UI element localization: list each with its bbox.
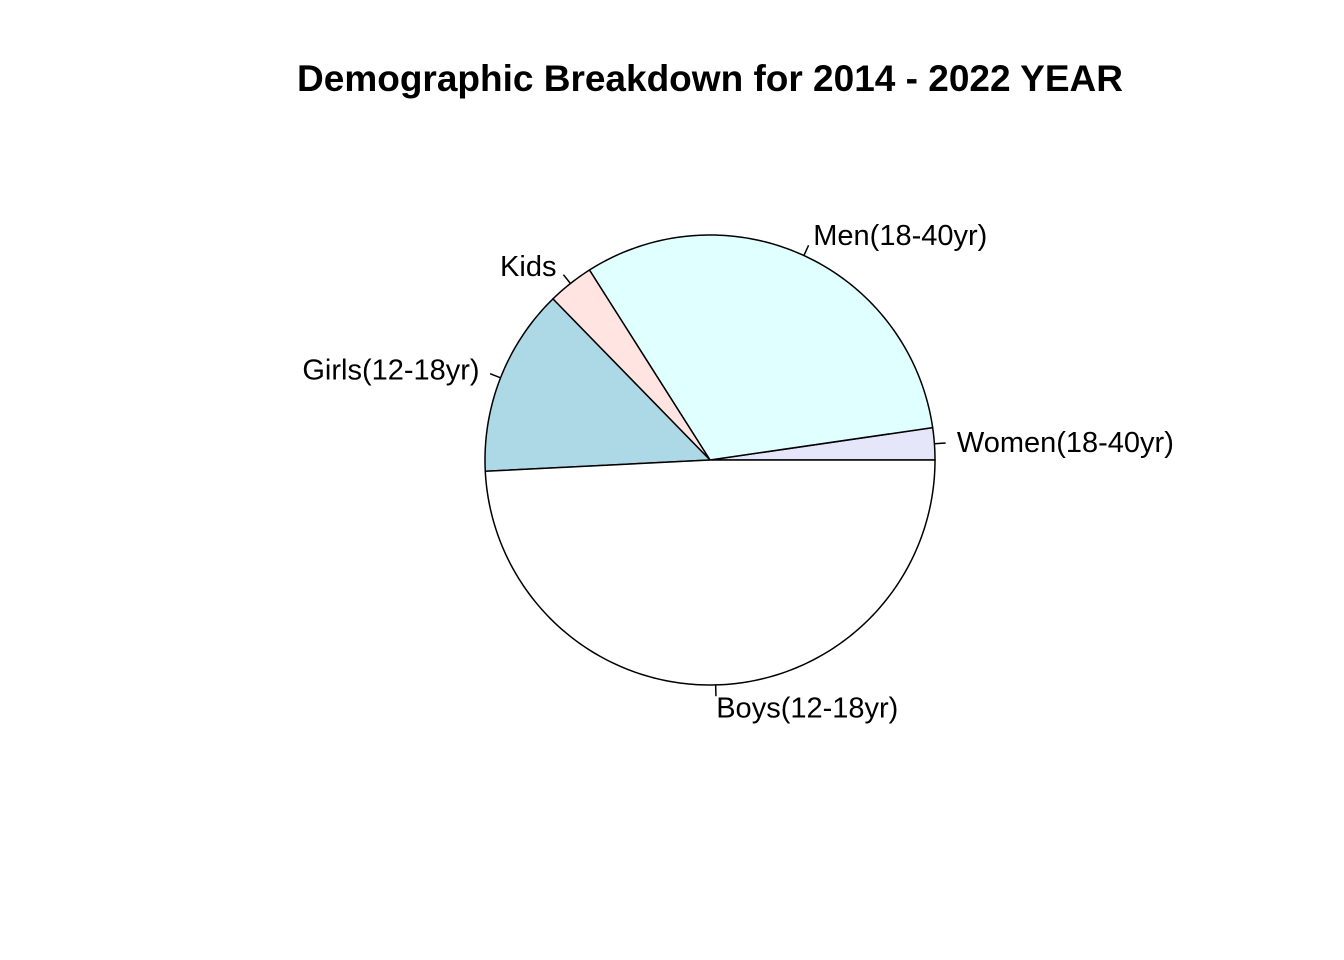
pie-tick-women-18-40yr (934, 442, 946, 445)
pie-slice-kids (551, 268, 711, 461)
pie-slice-men-18-40yr (588, 234, 934, 461)
chart-title: Demographic Breakdown for 2014 - 2022 YE… (297, 58, 1123, 99)
pie-slices (484, 234, 936, 686)
pie-label-girls-12-18yr: Girls(12-18yr) (302, 355, 479, 387)
pie-slice-girls-12-18yr (484, 297, 712, 473)
pie-labels: Women(18-40yr) Men(18-40yr) Kids Girls(12-1… (302, 220, 1174, 724)
pie-tick-kids (562, 274, 572, 284)
pie-label-kids: Kids (500, 251, 556, 283)
pie-tick-men-18-40yr (803, 244, 810, 256)
pie-label-boys-12-18yr: Boys(12-18yr) (716, 692, 898, 724)
pie-tick-girls-12-18yr (489, 373, 501, 379)
pie-label-men-18-40yr: Men(18-40yr) (813, 220, 987, 252)
pie-label-women-18-40yr: Women(18-40yr) (957, 427, 1174, 459)
pie-slice-boys-12-18yr (484, 459, 936, 686)
